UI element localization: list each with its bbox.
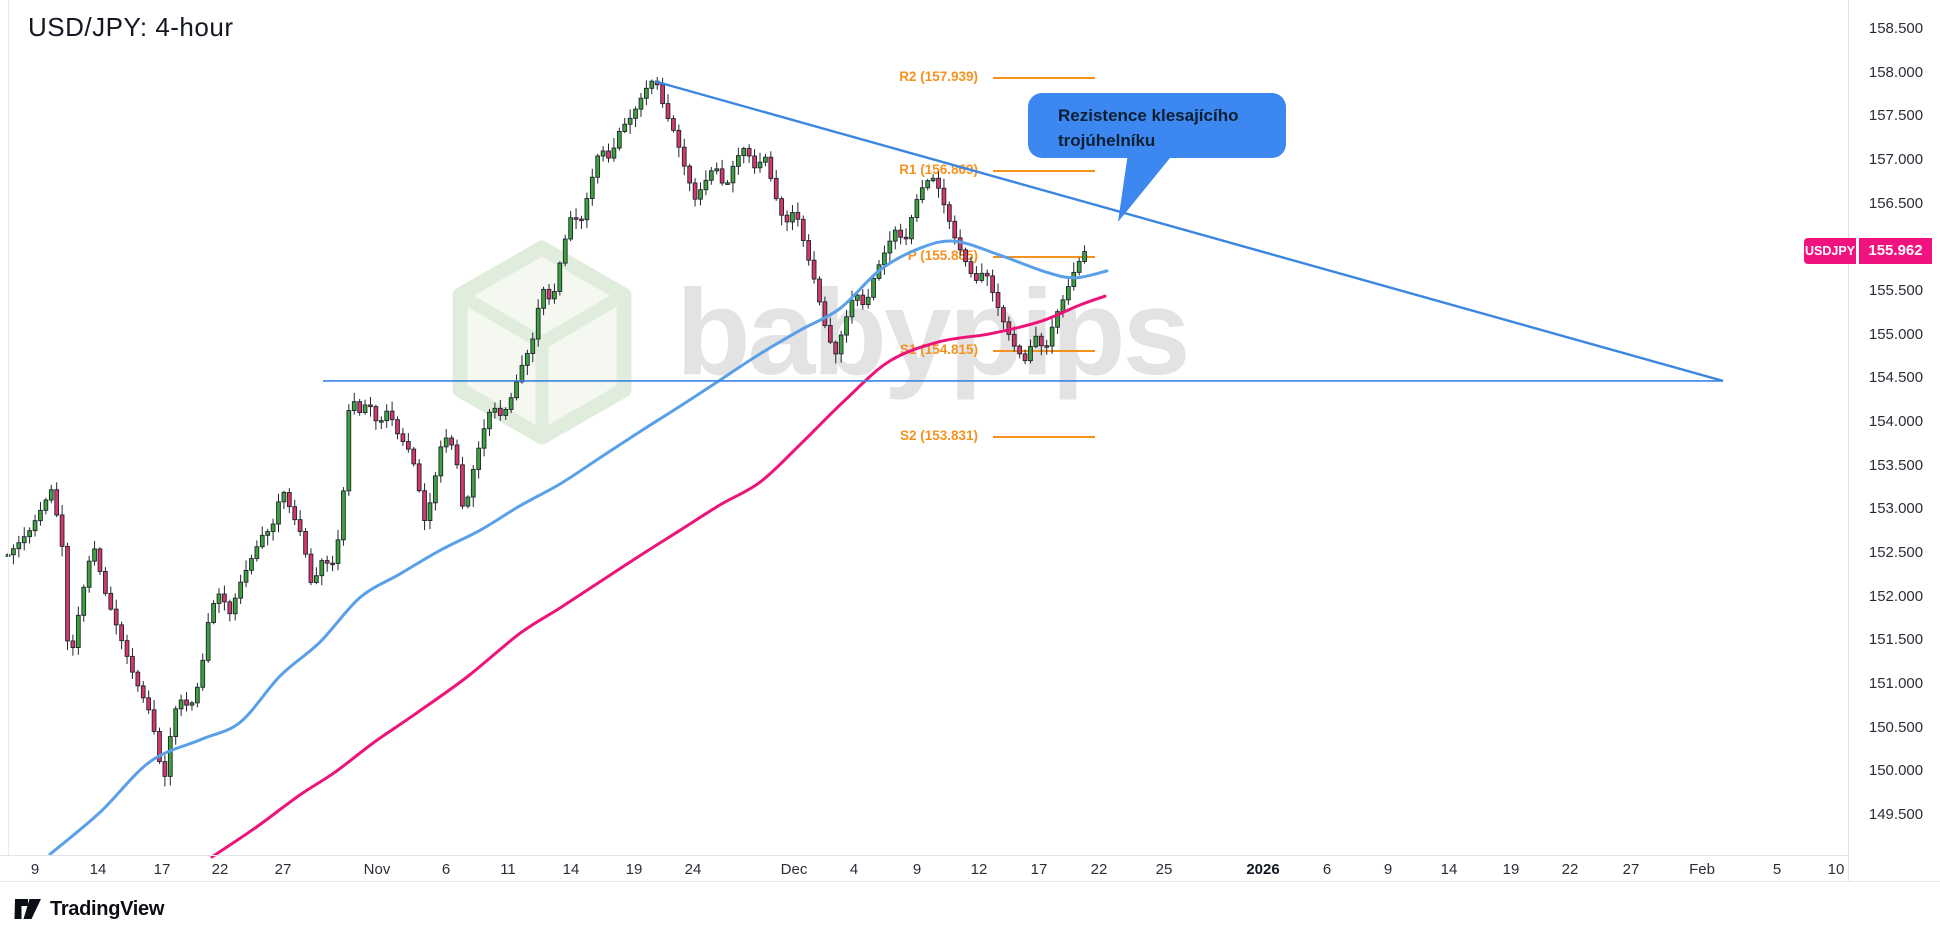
pivot-line <box>993 435 1095 438</box>
pivot-label: S2 (153.831) <box>899 427 978 443</box>
triangle-resistance-trendline[interactable] <box>654 80 1724 383</box>
pivot-line <box>993 170 1095 173</box>
pivot-line <box>993 76 1095 79</box>
callout-pointer <box>1118 153 1174 222</box>
tradingview-attribution[interactable]: TradingView <box>14 896 164 922</box>
pivot-line <box>993 256 1095 259</box>
pivot-label: R2 (157.939) <box>899 68 978 84</box>
tradingview-logo-icon <box>14 899 41 919</box>
babypips-watermark-text: babypips <box>676 264 1191 400</box>
tradingview-logo-text: TradingView <box>50 897 165 920</box>
pivot-label: S1 (154.815) <box>899 341 978 357</box>
callout-text-line2: trojúhelníku <box>1058 131 1156 150</box>
callout-text-line1: Rezistence klesajícího <box>1058 106 1239 125</box>
ma-fast-blue <box>48 239 1109 856</box>
pivot-line <box>993 349 1095 352</box>
callout-annotation[interactable]: Rezistence klesajícího trojúhelníku <box>1028 93 1286 158</box>
candlestick-series <box>5 76 1087 787</box>
ma-slow-pink <box>210 294 1107 859</box>
